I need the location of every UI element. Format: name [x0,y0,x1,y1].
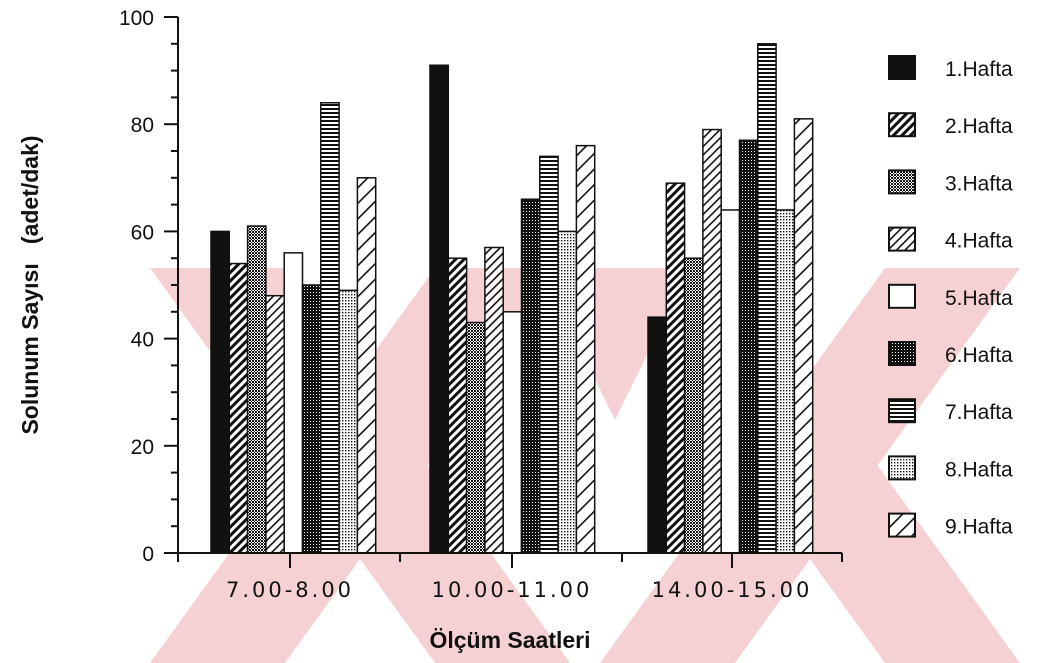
legend-label: 1.Hafta [945,58,1013,81]
y-tick-label: 80 [131,114,154,137]
legend-label: 3.Hafta [945,172,1013,195]
bar-6.Hafta-7.00-8.00 [301,284,322,554]
bar-7.Hafta-10.00-11.00 [539,155,559,554]
bar-2.Hafta-7.00-8.00 [228,262,249,554]
y-tick-label: 100 [119,7,154,30]
legend-label: 8.Hafta [945,458,1013,481]
legend-swatch [888,226,916,252]
bar-1.Hafta-14.00-15.00 [647,316,668,554]
x-tick-label: 14.00-15.00 [652,578,813,602]
bar-8.Hafta-14.00-15.00 [775,209,796,554]
legend-swatch [888,55,916,80]
y-axis-title: Solunum Sayısı (adet/dak) [17,135,43,434]
y-tick-label: 0 [142,543,154,566]
legend-label: 7.Hafta [945,401,1013,424]
x-tick-label: 10.00-11.00 [432,578,593,602]
bar-8.Hafta-7.00-8.00 [338,289,359,554]
x-tick-label: 7.00-8.00 [226,578,354,602]
y-tick-label: 40 [131,329,154,352]
bar-7.Hafta-7.00-8.00 [320,102,340,554]
bar-3.Hafta-7.00-8.00 [246,225,267,554]
legend: 1.Hafta 2.Hafta 3.Hafta 4.Hafta 5.Hafta 6.Haf… [888,55,1013,539]
legend-swatch [888,512,916,538]
legend-label: 2.Hafta [945,115,1013,138]
y-tick-label: 60 [131,221,154,244]
bar-5.Hafta-14.00-15.00 [720,209,741,554]
legend-swatch [888,169,916,195]
bar-9.Hafta-10.00-11.00 [575,144,596,554]
bar-8.Hafta-10.00-11.00 [557,230,578,554]
x-ticks: 7.00-8.00 10.00-11.00 14.00-15.00 [177,553,843,602]
bar-3.Hafta-10.00-11.00 [465,321,486,554]
bar-6.Hafta-10.00-11.00 [520,198,541,554]
legend-swatch [888,398,916,424]
bar-5.Hafta-7.00-8.00 [283,252,304,554]
bar-5.Hafta-10.00-11.00 [502,311,523,554]
bar-9.Hafta-7.00-8.00 [356,177,377,554]
legend-swatch [888,283,916,309]
legend-swatch [888,341,916,366]
x-axis-title: Ölçüm Saatleri [429,627,590,653]
legend-label: 4.Hafta [945,230,1013,253]
legend-label: 9.Hafta [945,516,1013,539]
bar-6.Hafta-14.00-15.00 [738,139,759,554]
bar-4.Hafta-7.00-8.00 [265,294,285,554]
bar-3.Hafta-14.00-15.00 [683,257,704,554]
bar-4.Hafta-14.00-15.00 [702,128,722,554]
legend-label: 5.Hafta [945,287,1013,310]
bar-9.Hafta-14.00-15.00 [793,118,814,554]
y-ticks: 0 20 40 60 80 100 [119,7,178,566]
bar-2.Hafta-10.00-11.00 [447,257,468,554]
legend-label: 6.Hafta [945,344,1013,367]
legend-swatch [888,112,916,138]
bar-2.Hafta-14.00-15.00 [665,182,686,554]
bar-1.Hafta-7.00-8.00 [210,230,231,554]
bar-4.Hafta-10.00-11.00 [484,246,504,554]
bar-7.Hafta-14.00-15.00 [757,43,777,554]
legend-swatch [888,455,916,481]
bar-1.Hafta-10.00-11.00 [429,64,450,554]
y-tick-label: 20 [131,436,154,459]
